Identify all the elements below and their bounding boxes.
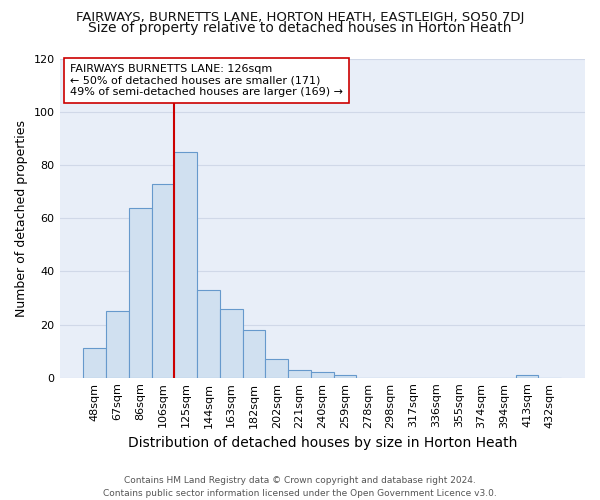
- Bar: [515, 375, 538, 378]
- Text: Size of property relative to detached houses in Horton Heath: Size of property relative to detached ho…: [88, 21, 512, 35]
- Bar: [197, 290, 220, 378]
- Bar: [220, 308, 242, 378]
- Text: Contains HM Land Registry data © Crown copyright and database right 2024.
Contai: Contains HM Land Registry data © Crown c…: [103, 476, 497, 498]
- Bar: [265, 359, 288, 378]
- Bar: [129, 208, 152, 378]
- Bar: [83, 348, 106, 378]
- X-axis label: Distribution of detached houses by size in Horton Heath: Distribution of detached houses by size …: [128, 436, 517, 450]
- Bar: [152, 184, 175, 378]
- Bar: [334, 375, 356, 378]
- Bar: [175, 152, 197, 378]
- Y-axis label: Number of detached properties: Number of detached properties: [15, 120, 28, 317]
- Text: FAIRWAYS BURNETTS LANE: 126sqm
← 50% of detached houses are smaller (171)
49% of: FAIRWAYS BURNETTS LANE: 126sqm ← 50% of …: [70, 64, 343, 97]
- Bar: [288, 370, 311, 378]
- Bar: [242, 330, 265, 378]
- Text: FAIRWAYS, BURNETTS LANE, HORTON HEATH, EASTLEIGH, SO50 7DJ: FAIRWAYS, BURNETTS LANE, HORTON HEATH, E…: [76, 11, 524, 24]
- Bar: [106, 312, 129, 378]
- Bar: [311, 372, 334, 378]
